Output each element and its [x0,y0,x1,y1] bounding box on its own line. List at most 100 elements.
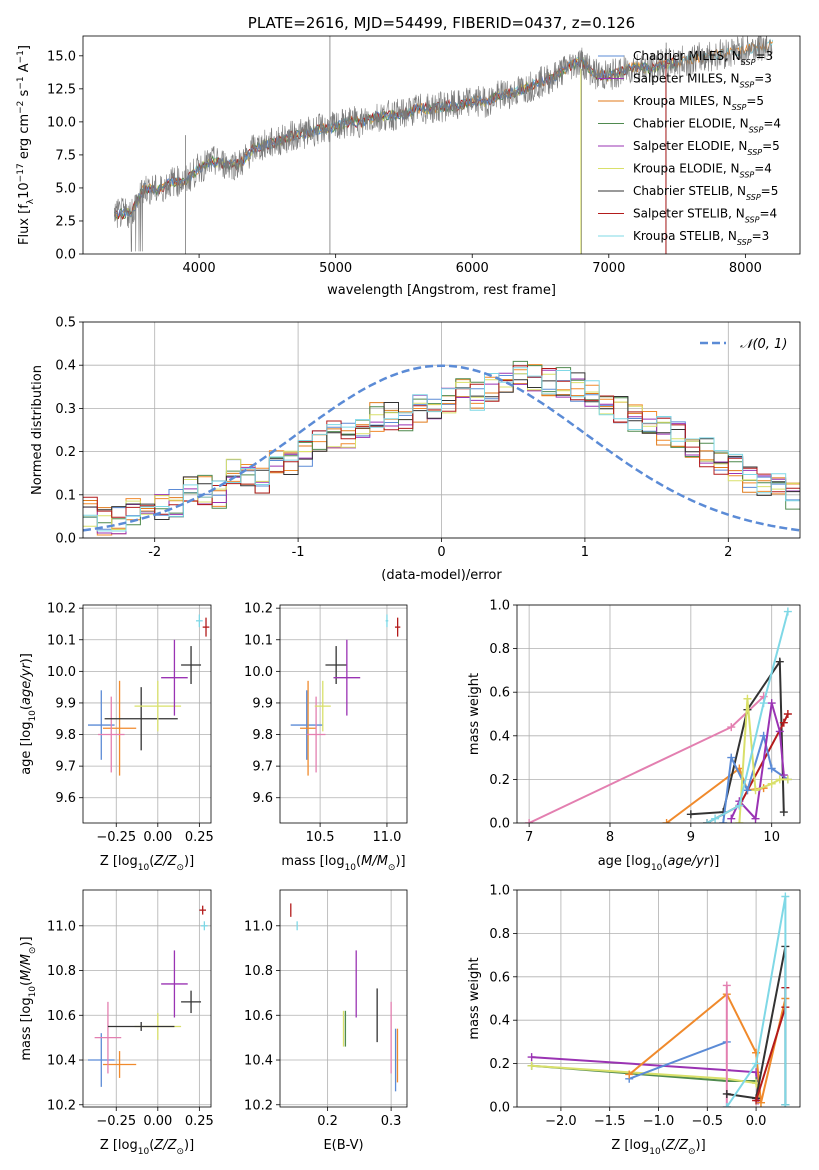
axes-frame [516,889,801,1108]
y-tick-label: 10.0 [244,665,273,680]
x-tick-label: 6000 [456,261,489,276]
y-tick-label: 0.5 [55,316,76,331]
y-tick-label: 2.5 [55,214,76,229]
x-tick-label: 2 [724,545,732,560]
histogram-series [83,367,800,532]
x-axis-label: Z [log10(Z/Z⊙)] [100,1138,194,1157]
legend: Chabrier MILES, NSSP=3 Salpeter MILES, NS… [598,49,781,247]
x-tick-label: −1.0 [643,1114,675,1129]
weight-marker [779,718,788,727]
weight-marker [711,814,720,823]
weight-marker [767,779,776,788]
y-tick-label: 7.5 [55,148,76,163]
weight-line [722,731,789,823]
legend-label: Salpeter ELODIE, NSSP=5 [633,139,780,157]
x-tick-label: 9 [687,830,695,845]
weight-marker [767,699,776,708]
y-tick-label: 0.4 [55,359,76,374]
weight-marker [527,1053,536,1062]
y-axis-label: age [log10(age/yr)] [19,653,38,775]
panel-mass_weight_vs_age: 7 8 9 10 0.0 0.2 0.4 0.6 0.8 1.0 age [log10(age/yr… [467,599,801,873]
y-tick-label: 9.7 [55,760,76,775]
x-tick-label: 11.0 [372,830,401,845]
y-axis-label: mass weight [467,957,482,1039]
weight-marker [783,710,792,718]
x-tick-label: 0.0 [746,1114,767,1129]
x-tick-label: −0.25 [96,1114,136,1129]
plot-area [290,903,399,1092]
x-tick-label: 7 [525,830,533,845]
x-tick-label: 0.00 [143,830,172,845]
weight-marker [751,786,760,795]
y-tick-label: 10.1 [244,633,273,648]
y-tick-label: 10.4 [244,1054,273,1069]
x-axis-label: age [log10(age/yr)] [598,854,720,873]
axes-frame [82,889,212,1108]
plot-area [113,36,774,254]
weight-marker [662,819,671,823]
weight-marker [767,764,776,773]
axes-frame [279,889,408,1108]
y-tick-label: 0.0 [55,532,76,547]
weight-marker [722,1103,731,1107]
x-tick-label: 1 [581,545,589,560]
plot-area [87,614,210,776]
x-tick-label: -1 [292,545,305,560]
legend-label: Kroupa STELIB, NSSP=3 [633,229,769,247]
legend-label: Kroupa ELODIE, NSSP=4 [633,162,772,180]
weight-marker [752,1096,761,1105]
weight-marker [722,1089,731,1098]
x-tick-label: 4000 [183,261,216,276]
plot-area [525,607,792,823]
legend-label: Chabrier ELODIE, NSSP=4 [633,117,781,135]
y-tick-label: 1.0 [489,599,510,614]
weight-marker [759,699,768,708]
legend-label: 𝒩(0, 1) [740,337,787,352]
legend-label: Chabrier STELIB, NSSP=5 [633,184,778,202]
y-tick-label: 9.6 [55,791,76,806]
weight-marker [625,1070,634,1079]
weight-marker [722,981,731,990]
legend-label: Chabrier MILES, NSSP=3 [633,49,773,67]
panel-mass_vs_Z: −0.25 0.00 0.25 10.2 10.4 10.6 10.8 11.0 Z [log1… [19,889,214,1157]
legend-label: Salpeter MILES, NSSP=3 [633,72,772,90]
y-tick-label: 10.8 [244,964,273,979]
weight-marker [719,819,728,823]
legend-label: Salpeter STELIB, NSSP=4 [633,207,777,225]
y-axis-label: mass [log10(M/M⊙)] [19,936,38,1060]
weight-marker [735,801,744,810]
axes-frame [82,604,212,824]
chart-title: PLATE=2616, MJD=54499, FIBERID=0437, z=0… [248,14,635,32]
y-tick-label: 0.1 [55,488,76,503]
y-tick-label: 10.2 [47,602,76,617]
y-tick-label: 0.6 [489,686,510,701]
y-tick-label: 0.0 [55,248,76,263]
weight-marker [525,819,534,823]
x-tick-label: 7000 [592,261,625,276]
plot-area [87,905,208,1087]
legend: 𝒩(0, 1) [700,337,787,352]
y-tick-label: 1.0 [489,884,510,899]
weight-marker [775,727,784,736]
weight-marker [743,786,752,795]
y-tick-label: 9.9 [55,696,76,711]
panel-residuals: -2 -1 0 1 2 0.0 0.1 0.2 0.3 0.4 0.5 (data-model)/er… [30,316,801,583]
axes-frame [82,321,801,539]
y-tick-label: 0.2 [489,773,510,788]
weight-marker [752,1059,761,1068]
x-tick-label: −1.5 [594,1114,626,1129]
y-tick-label: 12.5 [47,82,76,97]
y-tick-label: 9.8 [252,728,273,743]
plot-area [527,892,790,1107]
y-tick-label: 9.6 [252,791,273,806]
x-axis-label: wavelength [Angstrom, rest frame] [327,283,556,298]
x-tick-label: 0.00 [143,1114,172,1129]
x-axis-label: mass [log10(M/M⊙)] [281,854,405,873]
weight-line [725,896,787,1107]
normal-curve [83,364,800,532]
legend-label: Kroupa MILES, NSSP=5 [633,94,764,112]
weight-line [730,702,785,821]
weight-marker [783,775,792,784]
x-tick-label: 0 [437,545,445,560]
x-tick-label: −0.5 [692,1114,724,1129]
